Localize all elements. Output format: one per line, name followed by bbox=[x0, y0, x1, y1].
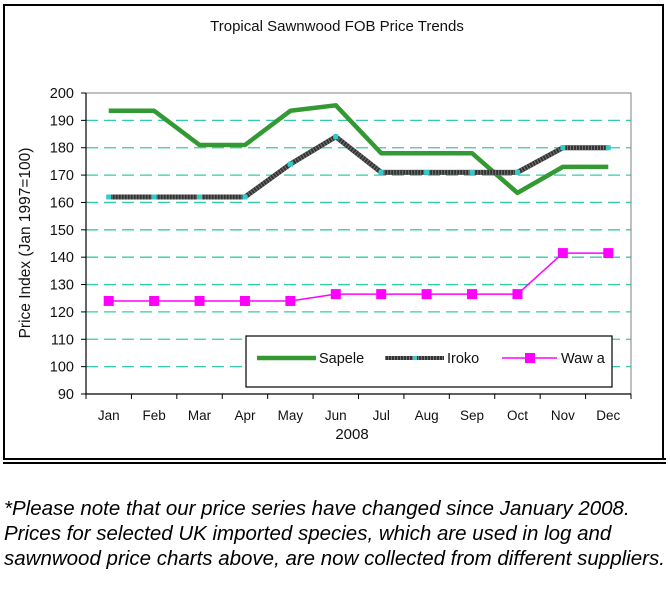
x-tick-label: Feb bbox=[142, 408, 165, 423]
x-tick-label: Jan bbox=[98, 408, 120, 423]
series-sapele bbox=[108, 103, 609, 196]
footnote: *Please note that our price series have … bbox=[4, 497, 665, 570]
chart-title: Tropical Sawnwood FOB Price Trends bbox=[210, 18, 464, 35]
legend-box bbox=[245, 335, 613, 388]
data-point bbox=[287, 161, 293, 167]
data-point bbox=[194, 295, 205, 306]
y-axis-label: Price Index (Jan 1997=100) bbox=[17, 148, 34, 339]
x-ticks: Jan Feb Mar Apr May Jun Jul Aug Sep Oct Nov Dec bbox=[85, 394, 632, 423]
x-tick-label: Nov bbox=[551, 408, 575, 423]
legend-item-iroko: Iroko bbox=[385, 351, 479, 367]
data-point bbox=[560, 145, 566, 151]
y-tick-label: 90 bbox=[58, 387, 74, 403]
y-tick-label: 180 bbox=[50, 141, 74, 157]
legend-marker bbox=[413, 356, 417, 360]
data-point bbox=[239, 295, 250, 306]
x-tick-label: Apr bbox=[234, 408, 256, 423]
y-tick-label: 150 bbox=[50, 223, 74, 239]
legend: Sapele Iroko Waw a bbox=[245, 335, 613, 388]
y-tick-label: 100 bbox=[50, 360, 74, 376]
x-tick-label: Aug bbox=[415, 408, 439, 423]
frame-bottom-rule-2 bbox=[3, 462, 666, 464]
series-line bbox=[108, 133, 609, 200]
x-axis-label: 2008 bbox=[335, 426, 368, 443]
y-tick-label: 110 bbox=[51, 332, 74, 348]
x-tick-label: Jul bbox=[373, 408, 390, 423]
chart-frame bbox=[3, 4, 664, 459]
series-iroko bbox=[106, 133, 611, 200]
data-point bbox=[103, 295, 114, 306]
data-point bbox=[197, 194, 203, 200]
data-point bbox=[557, 248, 568, 259]
data-point bbox=[149, 295, 160, 306]
data-point bbox=[333, 134, 339, 140]
data-point bbox=[106, 194, 112, 200]
series-wawa bbox=[103, 248, 614, 306]
data-point bbox=[376, 289, 387, 300]
series-group bbox=[103, 103, 614, 306]
y-tick-label: 200 bbox=[50, 86, 74, 102]
data-point bbox=[603, 248, 614, 259]
x-tick-label: Sep bbox=[460, 408, 484, 423]
legend-item-sapele: Sapele bbox=[257, 351, 364, 367]
y-tick-label: 120 bbox=[50, 305, 74, 321]
x-tick-label: May bbox=[278, 408, 304, 423]
y-tick-label: 130 bbox=[50, 278, 74, 294]
y-tick-label: 170 bbox=[50, 168, 74, 184]
y-tick-label: 160 bbox=[50, 195, 74, 211]
frame-bottom-rule bbox=[3, 458, 666, 460]
data-point bbox=[242, 194, 248, 200]
legend-item-wawa: Waw a bbox=[502, 351, 606, 367]
data-point bbox=[605, 145, 611, 151]
x-tick-label: Jun bbox=[325, 408, 347, 423]
data-point bbox=[378, 169, 384, 175]
legend-label: Iroko bbox=[447, 351, 479, 367]
legend-label: Waw a bbox=[561, 351, 606, 367]
data-point bbox=[421, 289, 432, 300]
x-tick-label: Mar bbox=[188, 408, 212, 423]
line-chart: Tropical Sawnwood FOB Price Trends 90 100… bbox=[17, 18, 632, 443]
series-line bbox=[108, 103, 609, 196]
y-tick-label: 190 bbox=[50, 113, 74, 129]
series-line-texture bbox=[108, 133, 609, 200]
y-tick-label: 140 bbox=[50, 250, 74, 266]
data-point bbox=[514, 169, 520, 175]
x-tick-label: Dec bbox=[596, 408, 620, 423]
y-ticks: 90 100 110 120 130 140 150 160 170 180 190 200 bbox=[50, 86, 86, 403]
data-point bbox=[467, 289, 478, 300]
data-point bbox=[469, 169, 475, 175]
data-point bbox=[285, 295, 296, 306]
data-point bbox=[424, 169, 430, 175]
data-point bbox=[512, 289, 523, 300]
data-point bbox=[330, 289, 341, 300]
x-tick-label: Oct bbox=[507, 408, 528, 423]
legend-label: Sapele bbox=[319, 351, 364, 367]
legend-marker bbox=[525, 353, 535, 363]
series-line bbox=[108, 252, 609, 302]
data-point bbox=[151, 194, 157, 200]
